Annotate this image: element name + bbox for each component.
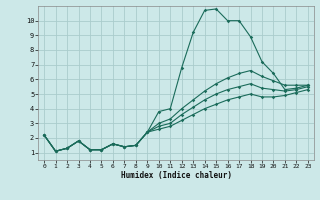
X-axis label: Humidex (Indice chaleur): Humidex (Indice chaleur) [121, 171, 231, 180]
